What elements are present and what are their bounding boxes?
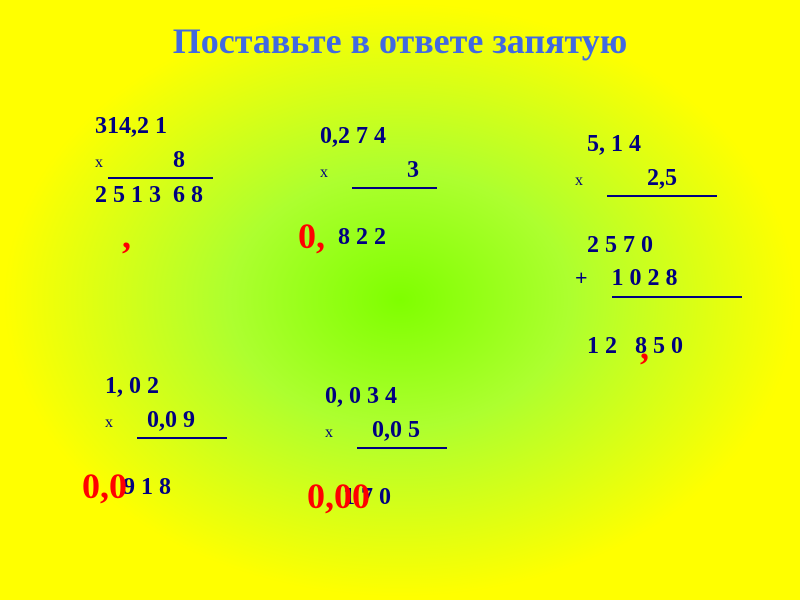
p1-multiplicand: 314,2 1 xyxy=(95,110,213,144)
p3-result: 1 2 8 5 0 xyxy=(575,330,742,364)
p3-answer: , xyxy=(640,326,649,368)
p5-multiplier: 0,0 5 xyxy=(357,414,447,450)
mult-icon: x xyxy=(575,170,583,192)
p1-result: 2 5 1 3 6 8 xyxy=(95,179,213,213)
p1-answer: , xyxy=(122,215,131,257)
p4-answer: 0,0 xyxy=(82,465,127,507)
p3-partial1: 2 5 7 0 xyxy=(575,229,742,263)
plus-icon: + xyxy=(575,263,588,294)
p1-multiplier: 8 xyxy=(108,144,213,180)
p3-multiplier: 2,5 xyxy=(607,162,717,198)
mult-icon: x xyxy=(105,412,113,434)
problem-4: 1, 0 2 x 0,0 9 9 1 8 0,0 xyxy=(105,370,227,504)
problem-5: 0, 0 3 4 x 0,0 5 1 7 0 0,00 xyxy=(325,380,447,514)
mult-icon: x xyxy=(320,162,328,184)
mult-icon: x xyxy=(95,152,103,174)
problem-3: 5, 1 4 x 2,5 2 5 7 0 + 1 0 2 8 1 2 8 5 0… xyxy=(575,128,742,363)
p2-answer: 0, xyxy=(298,215,325,257)
problem-1: 314,2 1 x 8 2 5 1 3 6 8 , xyxy=(95,110,213,213)
p5-multiplicand: 0, 0 3 4 xyxy=(325,380,447,414)
p2-multiplier: 3 xyxy=(352,154,437,190)
p2-multiplicand: 0,2 7 4 xyxy=(320,120,437,154)
p5-answer: 0,00 xyxy=(307,475,370,517)
mult-icon: x xyxy=(325,422,333,444)
p3-multiplicand: 5, 1 4 xyxy=(575,128,742,162)
page-title: Поставьте в ответе запятую xyxy=(0,0,800,62)
p4-multiplier: 0,0 9 xyxy=(137,404,227,440)
p3-partial2: 1 0 2 8 xyxy=(612,262,742,298)
p2-result: 8 2 2 xyxy=(320,221,437,255)
problem-2: 0,2 7 4 x 3 8 2 2 0, xyxy=(320,120,437,254)
p4-multiplicand: 1, 0 2 xyxy=(105,370,227,404)
